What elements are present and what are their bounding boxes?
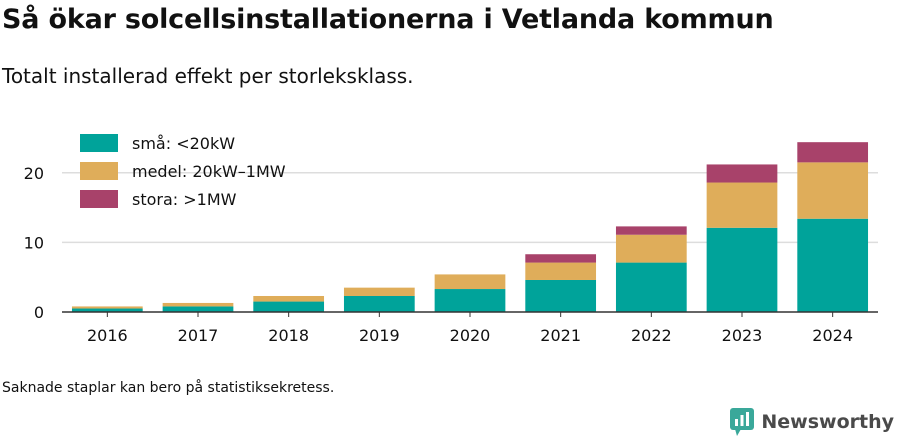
bar-2024-series-0	[797, 218, 869, 312]
stacked-bar-chart: 0 10 20 2016 2017 2018 2019 2020 2021 2022 2023 202…	[24, 134, 878, 345]
x-tick-label: 2022	[631, 326, 672, 345]
legend-label-1: medel: 20kW–1MW	[132, 162, 286, 181]
x-tick-label: 2023	[722, 326, 763, 345]
bar-2022-series-0	[615, 262, 687, 312]
bar-2016-series-0	[71, 308, 143, 312]
bar-2017-series-0	[162, 306, 234, 312]
axes: 0 10 20 2016 2017 2018 2019 2020 2021 2022 2023 202…	[24, 164, 878, 345]
x-tick-label: 2021	[540, 326, 581, 345]
bar-2020-series-0	[434, 289, 506, 312]
x-tick-label: 2020	[450, 326, 491, 345]
bar-2020-series-1	[434, 274, 506, 290]
x-tick-label: 2019	[359, 326, 400, 345]
x-tick-label: 2018	[268, 326, 309, 345]
y-tick-label: 20	[24, 164, 44, 183]
bar-2019-series-0	[343, 295, 415, 312]
bars	[71, 142, 869, 312]
bar-2024-series-2	[797, 142, 869, 163]
bar-2024-series-1	[797, 162, 869, 219]
legend-swatch-2	[80, 190, 118, 208]
bar-2023-series-2	[706, 164, 778, 183]
bar-2021-series-0	[525, 279, 597, 312]
legend-label-2: stora: >1MW	[132, 190, 237, 209]
bar-2018-series-1	[253, 295, 325, 302]
chart-title: Så ökar solcellsinstallationerna i Vetla…	[2, 4, 774, 35]
bar-2021-series-2	[525, 254, 597, 263]
legend: små: <20kW medel: 20kW–1MW stora: >1MW	[80, 134, 286, 209]
bar-2018-series-0	[253, 301, 325, 312]
x-tick-label: 2024	[812, 326, 853, 345]
legend-swatch-1	[80, 162, 118, 180]
x-tick-label: 2017	[178, 326, 219, 345]
legend-swatch-0	[80, 134, 118, 152]
bar-2023-series-1	[706, 182, 778, 228]
bar-2022-series-1	[615, 234, 687, 263]
bar-2016-series-1	[71, 306, 143, 309]
y-tick-label: 0	[34, 303, 44, 322]
newsworthy-logo-icon	[730, 408, 755, 436]
brand-name: Newsworthy	[761, 411, 894, 433]
bar-2023-series-0	[706, 227, 778, 312]
brand-logo: Newsworthy	[729, 407, 894, 437]
chart-subtitle: Totalt installerad effekt per storlekskl…	[2, 64, 414, 88]
bar-2022-series-2	[615, 226, 687, 235]
y-tick-label: 10	[24, 233, 44, 252]
x-tick-label: 2016	[87, 326, 128, 345]
bar-2017-series-1	[162, 302, 234, 307]
bar-2021-series-1	[525, 262, 597, 280]
footnote: Saknade staplar kan bero på statistiksek…	[2, 380, 335, 396]
legend-label-0: små: <20kW	[132, 134, 235, 153]
bar-2019-series-1	[343, 287, 415, 296]
